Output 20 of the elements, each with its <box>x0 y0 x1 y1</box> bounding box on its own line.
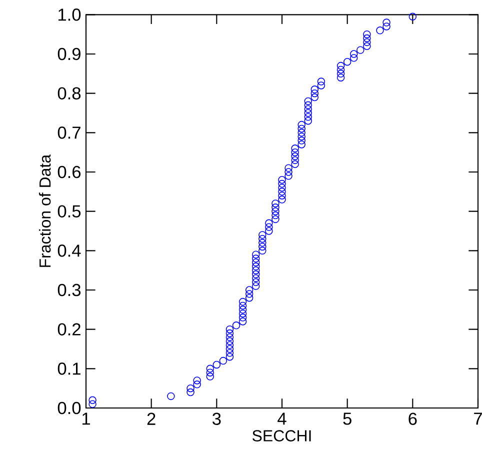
x-tick-label: 6 <box>408 412 417 425</box>
y-tick-label: 0.4 <box>58 244 81 257</box>
y-tick-label: 0.5 <box>58 205 81 218</box>
y-tick-label: 0.6 <box>58 166 81 178</box>
y-tick-label: 0.0 <box>58 402 81 414</box>
x-tick-label: 5 <box>343 412 352 425</box>
y-tick-label: 0.9 <box>58 48 80 60</box>
y-tick-label: 0.3 <box>58 284 81 296</box>
y-axis-title: Fraction of Data <box>38 154 51 267</box>
x-axis-title: SECCHI <box>252 430 311 442</box>
y-tick-label: 0.1 <box>58 362 80 375</box>
x-tick-label: 3 <box>212 412 221 425</box>
x-tick-label: 4 <box>278 412 286 425</box>
y-tick-label: 1.0 <box>58 8 81 21</box>
x-tick-label: 2 <box>147 412 156 425</box>
x-tick-label: 1 <box>82 412 90 425</box>
y-tick-label: 0.8 <box>58 87 81 100</box>
x-tick-label: 7 <box>474 412 482 425</box>
y-tick-label: 0.2 <box>58 323 80 336</box>
y-tick-label: 0.7 <box>58 126 80 139</box>
